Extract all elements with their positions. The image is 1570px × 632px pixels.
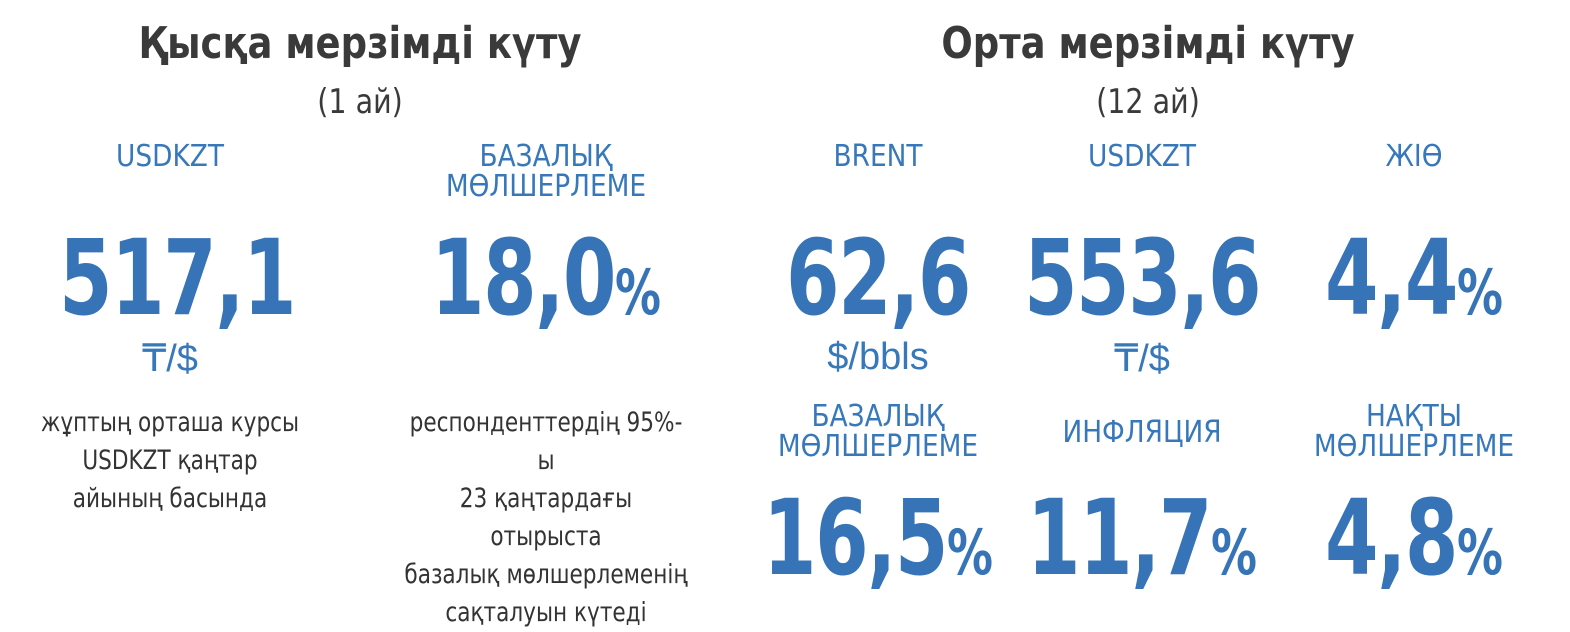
- short-usdkzt-note: жұптың орташа курсы USDKZT қаңтар айының…: [34, 404, 306, 518]
- percent-sign: %: [1456, 256, 1503, 329]
- mid-real-rate-label: НАҚТЫ МӨЛШЕРЛЕМЕ: [1294, 402, 1533, 462]
- short-term-title: Қысқа мерзімді күту: [138, 18, 582, 69]
- label-line: МӨЛШЕРЛЕМЕ: [1313, 429, 1515, 464]
- note-line: базалық мөлшерлеменің: [404, 559, 688, 590]
- short-base-rate-value: 18,0%: [428, 226, 665, 345]
- mid-base-rate-label: БАЗАЛЫҚ МӨЛШЕРЛЕМЕ: [737, 402, 1019, 462]
- mid-usdkzt-value: 553,6: [1023, 217, 1262, 339]
- note-line: сақталуын күтеді: [445, 597, 647, 628]
- mid-usdkzt-unit: ₸/$: [1114, 338, 1170, 380]
- value-number: 4,8: [1325, 477, 1458, 599]
- label-line: БАЗАЛЫҚ: [811, 399, 945, 434]
- mid-base-rate-value: 16,5%: [760, 486, 997, 605]
- mid-gdp-label: ЖІӨ: [1385, 139, 1443, 174]
- mid-brent-value: 62,6: [786, 217, 971, 339]
- mid-brent-label: BRENT: [833, 139, 923, 174]
- label-line: БАЗАЛЫҚ: [479, 139, 613, 174]
- label-line: МӨЛШЕРЛЕМЕ: [777, 429, 979, 464]
- percent-sign: %: [1210, 516, 1257, 589]
- mid-brent-unit: $/bbls: [827, 336, 929, 378]
- short-base-rate-label: БАЗАЛЫҚ МӨЛШЕРЛЕМЕ: [405, 142, 687, 202]
- percent-sign: %: [614, 256, 661, 329]
- label-line: МӨЛШЕРЛЕМЕ: [445, 169, 647, 204]
- mid-term-title: Орта мерзімді күту: [941, 18, 1355, 69]
- short-usdkzt-label: USDKZT: [116, 139, 224, 174]
- mid-gdp-value: 4,4%: [1303, 226, 1525, 345]
- short-usdkzt-value: 517,1: [59, 217, 297, 339]
- mid-real-rate-value: 4,8%: [1303, 486, 1525, 605]
- mid-usdkzt-label: USDKZT: [1088, 139, 1196, 174]
- short-term-subtitle: (1 ай): [317, 82, 403, 122]
- label-line: НАҚТЫ: [1365, 399, 1463, 434]
- percent-sign: %: [1456, 516, 1503, 589]
- value-number: 16,5: [763, 477, 948, 599]
- note-line: жұптың орташа курсы: [40, 407, 300, 438]
- value-number: 4,4: [1325, 217, 1458, 339]
- note-line: 23 қаңтардағы отырыста: [459, 483, 633, 552]
- mid-inflation-value: 11,7%: [1024, 486, 1261, 605]
- note-line: респонденттердің 95%-ы: [409, 407, 683, 476]
- percent-sign: %: [946, 516, 993, 589]
- note-line: айының басында: [72, 483, 268, 514]
- mid-inflation-label: ИНФЛЯЦИЯ: [1062, 415, 1222, 450]
- value-number: 11,7: [1027, 477, 1212, 599]
- value-number: 18,0: [431, 217, 616, 339]
- note-line: USDKZT қаңтар: [82, 445, 258, 476]
- mid-term-subtitle: (12 ай): [1096, 82, 1200, 122]
- short-usdkzt-unit: ₸/$: [142, 338, 198, 380]
